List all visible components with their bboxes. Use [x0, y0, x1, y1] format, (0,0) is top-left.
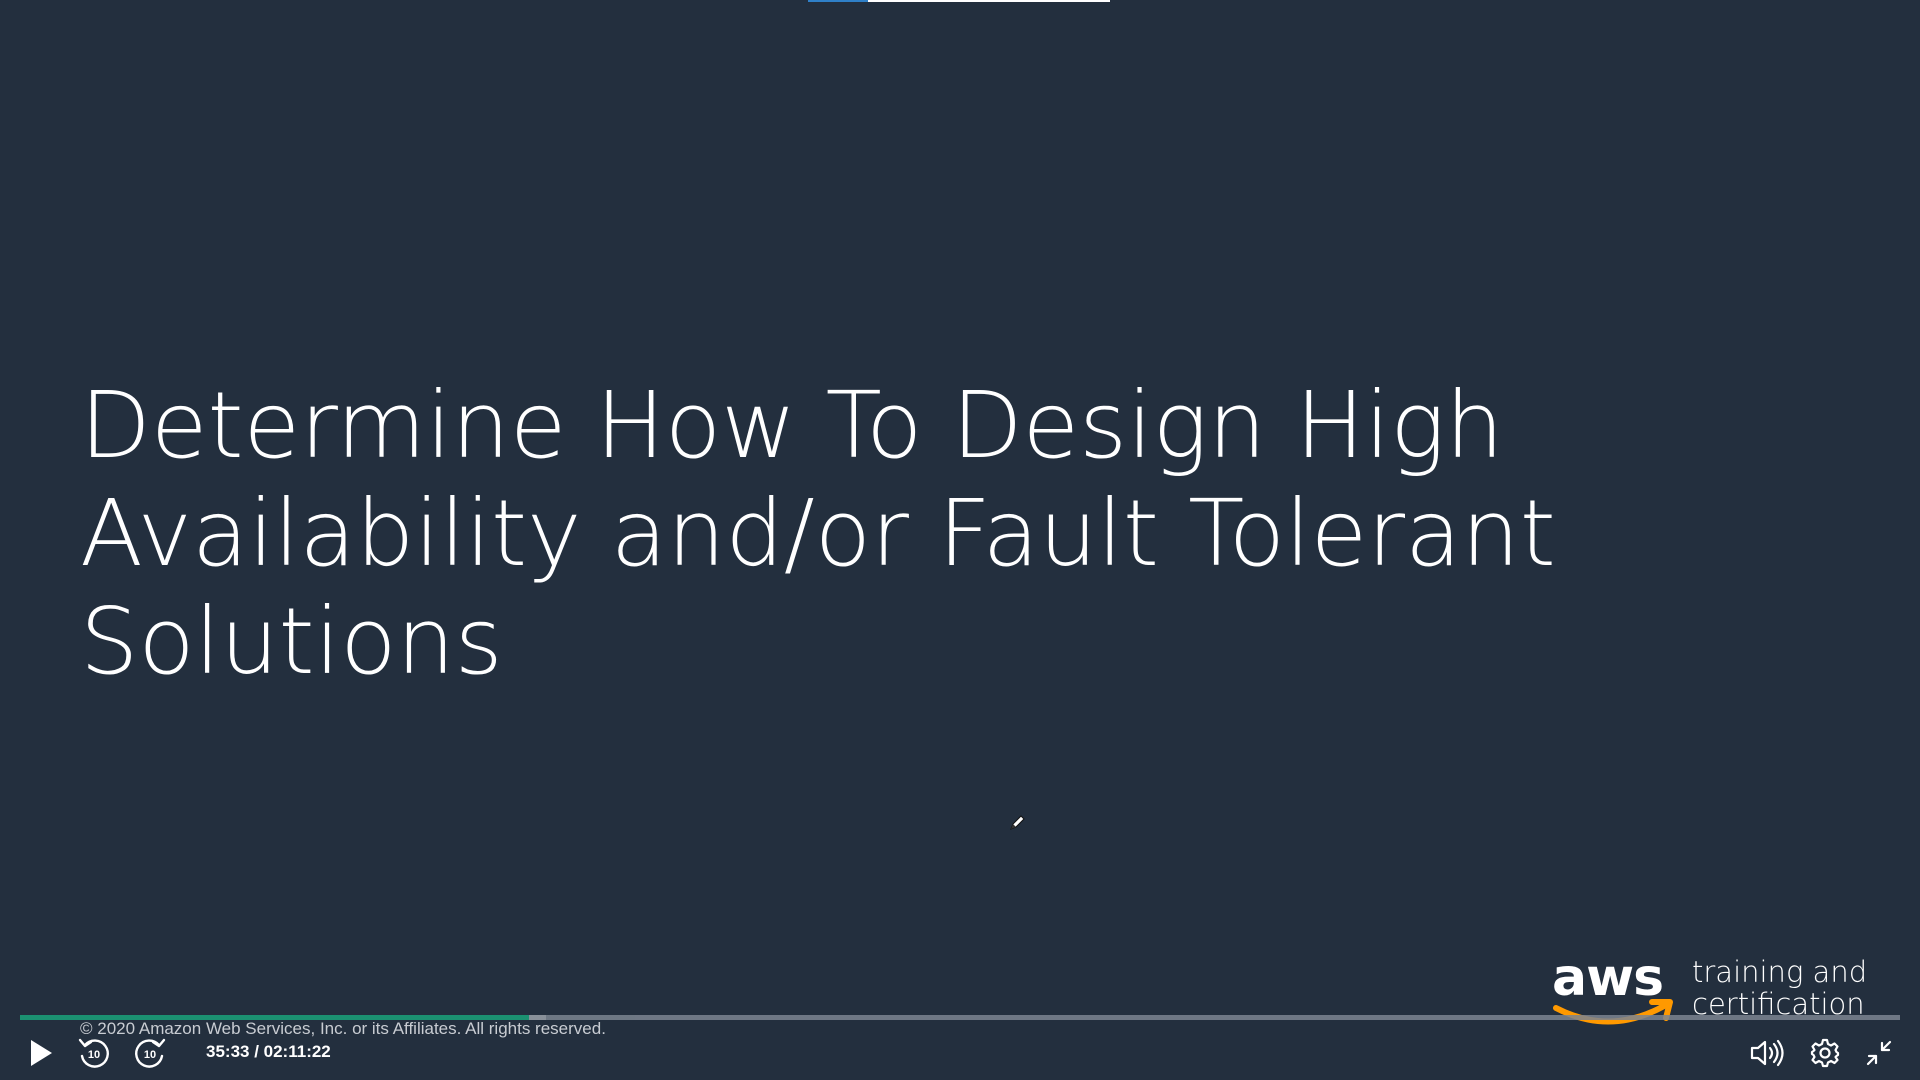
pen-cursor-icon [1010, 815, 1025, 830]
rewind-10-button[interactable]: 10 [76, 1036, 112, 1070]
time-readout: 35:33 / 02:11:22 [206, 1042, 331, 1061]
forward-10-icon: 10 [135, 1038, 166, 1068]
volume-icon [1750, 1039, 1784, 1067]
slide-title-line-1: Determine How To Design High [80, 372, 1504, 479]
forward-10-button[interactable]: 10 [132, 1036, 168, 1070]
rewind-10-label: 10 [88, 1049, 100, 1061]
aws-tagline: training and certification [1692, 956, 1867, 1020]
exit-fullscreen-button[interactable] [1862, 1036, 1896, 1070]
play-button[interactable] [24, 1036, 58, 1070]
progress-played [20, 1015, 530, 1020]
settings-button[interactable] [1808, 1036, 1842, 1070]
top-indicator-bar [808, 0, 1110, 2]
copyright-notice: © 2020 Amazon Web Services, Inc. or its … [80, 1019, 606, 1038]
slide-title-line-3: Solutions [80, 588, 503, 695]
forward-10-label: 10 [144, 1049, 156, 1061]
top-indicator-segment [808, 0, 868, 2]
play-icon [31, 1040, 52, 1066]
aws-tagline-line-2: certification [1692, 987, 1865, 1021]
slide-title: Determine How To Design High Availabilit… [80, 372, 1640, 696]
rewind-10-icon: 10 [78, 1038, 109, 1068]
aws-wordmark: aws [1552, 948, 1664, 1008]
gear-icon [1810, 1038, 1840, 1068]
aws-tagline-line-1: training and [1692, 955, 1868, 989]
exit-fullscreen-icon [1866, 1040, 1892, 1066]
aws-smile-icon [1553, 999, 1673, 1025]
progress-bar[interactable] [20, 1015, 1900, 1020]
volume-button[interactable] [1748, 1036, 1788, 1070]
aws-training-logo: aws training and certification [1552, 952, 1872, 1032]
slide-title-line-2: Availability and/or Fault Tolerant [80, 480, 1556, 587]
